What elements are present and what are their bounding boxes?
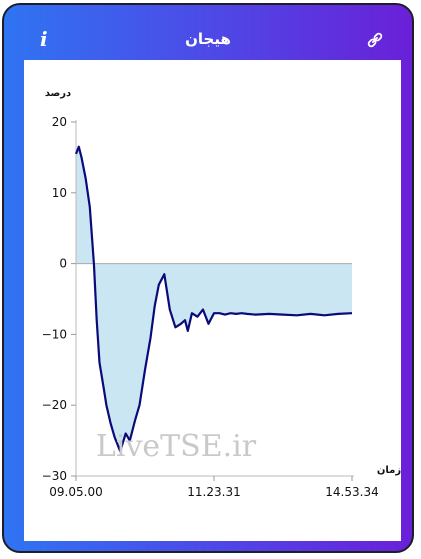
info-icon[interactable]: i: [40, 27, 48, 51]
watermark-text: LiveTSE.ir: [96, 429, 257, 464]
widget-frame: i هیجان درصد زمان 20 10 0 −10 −20 −30 09.05.00…: [2, 3, 414, 553]
series-line: [74, 145, 353, 453]
area-chart: درصد زمان 20 10 0 −10 −20 −30 09.05.00 11.23.31…: [42, 88, 401, 499]
x-axis-label: زمان: [377, 465, 401, 476]
link-icon[interactable]: [366, 31, 384, 49]
y-axis-label: درصد: [45, 88, 71, 99]
y-tick-label: −20: [42, 398, 67, 412]
y-tick-label: 0: [59, 257, 67, 271]
x-tick-label: 11.23.31: [187, 485, 240, 499]
area-fill: [76, 146, 352, 452]
chart-panel: درصد زمان 20 10 0 −10 −20 −30 09.05.00 11.23.31…: [24, 60, 401, 541]
y-tick-label: −10: [42, 327, 67, 341]
y-tick-label: 10: [52, 186, 67, 200]
x-tick-label: 14.53.34: [325, 485, 378, 499]
x-tick-label: 09.05.00: [49, 485, 102, 499]
y-tick-label: 20: [52, 115, 67, 129]
y-tick-label: −30: [42, 469, 67, 483]
widget-title: هیجان: [185, 30, 231, 48]
widget-header: i هیجان: [4, 5, 412, 60]
